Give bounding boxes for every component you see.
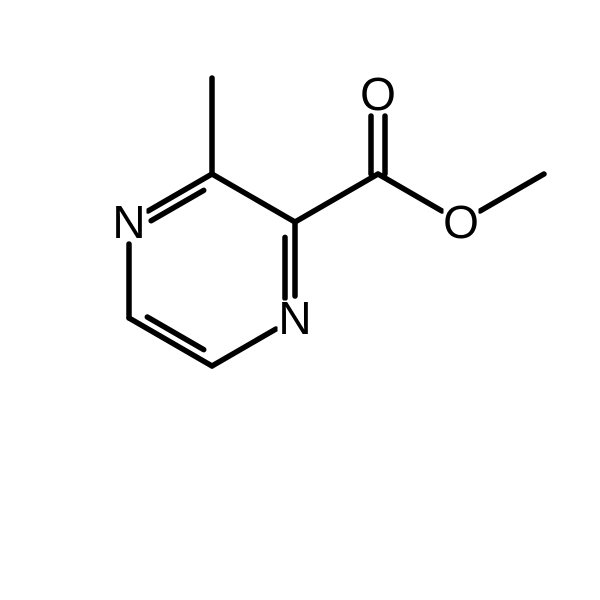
- bonds-group: [129, 78, 544, 366]
- atom-label-N2: N: [278, 292, 311, 344]
- atom-label-N1: N: [112, 196, 145, 248]
- molecule-diagram: N N O O: [0, 0, 600, 600]
- atom-labels-group: N N O O: [112, 68, 479, 344]
- atom-label-O1: O: [360, 68, 396, 120]
- atom-label-O2: O: [443, 196, 479, 248]
